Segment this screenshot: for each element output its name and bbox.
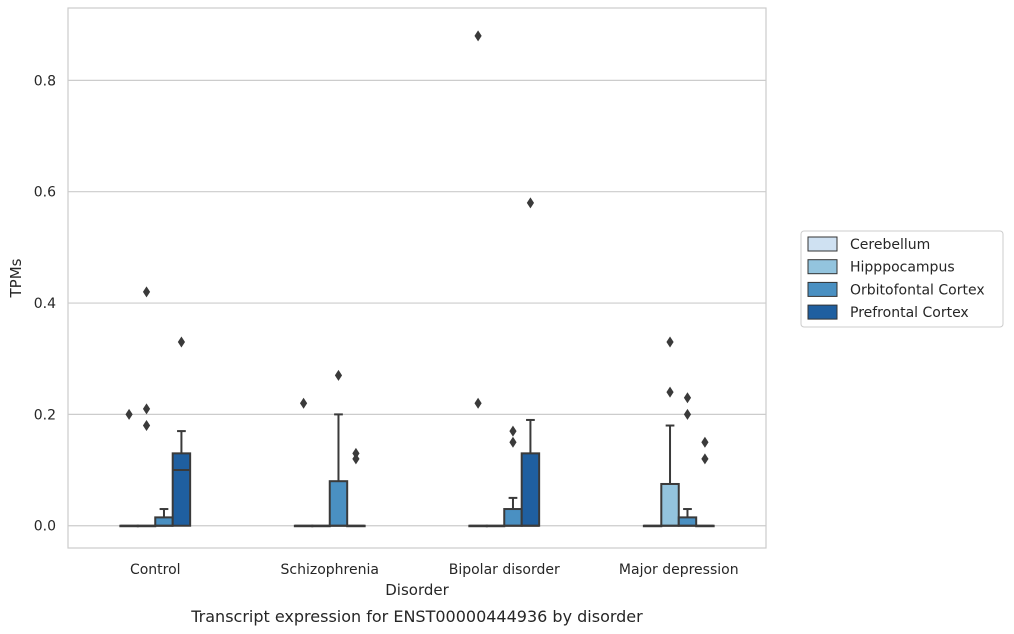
box-body (154, 516, 174, 527)
legend-swatch (807, 281, 838, 297)
box-body (171, 452, 192, 527)
box (328, 413, 349, 527)
plot-area (67, 7, 767, 549)
y-tick-label: 0.2 (34, 407, 56, 423)
outlier-point (177, 336, 186, 348)
outlier-point (509, 425, 517, 437)
box (520, 418, 541, 527)
x-tick-label: Major depression (619, 562, 739, 578)
outlier-point (701, 436, 709, 448)
outlier-point (352, 447, 360, 459)
x-tick-label: Control (130, 562, 181, 578)
legend-swatch (807, 236, 838, 252)
y-tick-label: 0.8 (34, 73, 56, 89)
y-tick-label: 0.6 (34, 185, 56, 201)
outlier-point (299, 397, 308, 409)
legend-label: Orbitofontal Cortex (850, 282, 985, 298)
boxes (119, 413, 715, 528)
box (503, 496, 523, 527)
outlier-point (474, 397, 482, 409)
box-body (520, 452, 541, 527)
box (677, 508, 698, 527)
outlier-point (334, 369, 343, 381)
x-tick-label: Schizophrenia (281, 562, 379, 578)
legend-label: Hipppocampus (850, 260, 955, 276)
y-tick-label: 0.0 (34, 519, 56, 535)
legend-label: Cerebellum (850, 237, 930, 253)
box-body (328, 480, 349, 527)
legend-label: Prefrontal Cortex (850, 305, 969, 321)
outlier-point (666, 336, 674, 348)
box (346, 524, 366, 528)
y-axis-ticks: 0.0 0.2 0.4 0.6 0.8 (34, 73, 56, 534)
outlier-point (526, 197, 535, 209)
outlier-point (509, 436, 517, 448)
box (485, 524, 506, 528)
legend: Cerebellum Hipppocampus Orbitofontal Corte… (800, 230, 1004, 328)
box-body (503, 508, 523, 527)
box (695, 524, 715, 528)
box (154, 508, 174, 527)
outlier-point (125, 408, 133, 420)
outlier-point (683, 392, 692, 404)
outlier-point (701, 453, 709, 465)
legend-frame (800, 230, 1004, 328)
outlier-point (666, 386, 674, 398)
x-axis-title: Disorder (385, 581, 449, 599)
box (311, 524, 331, 528)
outlier-point (142, 286, 151, 298)
box (171, 430, 192, 527)
x-tick-label: Bipolar disorder (449, 562, 560, 578)
box (468, 524, 488, 528)
outlier-point (142, 403, 151, 415)
box (293, 524, 314, 528)
x-axis-ticks: Control Schizophrenia Bipolar disorder Majo… (130, 562, 739, 578)
y-axis-title: TPMs (7, 258, 25, 298)
y-tick-label: 0.4 (34, 296, 56, 312)
box (119, 524, 139, 528)
legend-swatch (807, 304, 838, 320)
outlier-point (474, 30, 482, 42)
box-body (660, 482, 680, 527)
outlier-point (683, 408, 692, 420)
box (642, 524, 663, 528)
box (136, 524, 157, 528)
outliers (125, 30, 709, 465)
legend-swatch (807, 259, 838, 275)
legend-items: Cerebellum Hipppocampus Orbitofontal Corte… (807, 236, 985, 321)
chart-caption: Transcript expression for ENST0000044493… (190, 607, 643, 626)
outlier-point (142, 420, 151, 432)
box-body (677, 516, 698, 527)
box (660, 424, 680, 527)
outlier-point (352, 453, 360, 465)
